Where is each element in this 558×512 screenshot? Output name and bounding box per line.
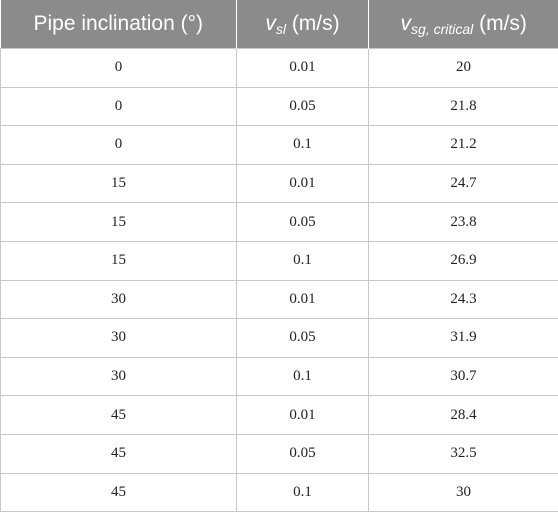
cell-vsl: 0.1 (237, 126, 369, 165)
cell-pipe-inclination: 30 (1, 319, 237, 358)
cell-vsl: 0.1 (237, 473, 369, 512)
header-vsg-var: v (401, 12, 412, 35)
cell-pipe-inclination: 0 (1, 126, 237, 165)
cell-vsl: 0.1 (237, 241, 369, 280)
cell-vsg-critical: 20 (369, 49, 558, 88)
cell-vsg-critical: 24.3 (369, 280, 558, 319)
cell-vsg-critical: 32.5 (369, 434, 558, 473)
header-vsl-unit: (m/s) (286, 12, 340, 35)
cell-vsl: 0.05 (237, 203, 369, 242)
header-row: Pipe inclination (°) vsl (m/s) vsg, crit… (1, 0, 558, 49)
cell-pipe-inclination: 15 (1, 164, 237, 203)
cell-pipe-inclination: 45 (1, 396, 237, 435)
header-vsg-unit: (m/s) (473, 12, 527, 35)
cell-vsg-critical: 24.7 (369, 164, 558, 203)
cell-vsl: 0.01 (237, 49, 369, 88)
cell-vsl: 0.01 (237, 280, 369, 319)
cell-vsl: 0.05 (237, 319, 369, 358)
header-vsg-critical: vsg, critical (m/s) (369, 0, 558, 49)
cell-vsl: 0.05 (237, 434, 369, 473)
cell-vsl: 0.01 (237, 396, 369, 435)
cell-vsg-critical: 23.8 (369, 203, 558, 242)
header-vsl-var: v (265, 12, 276, 35)
cell-vsg-critical: 21.8 (369, 87, 558, 126)
cell-vsg-critical: 30.7 (369, 357, 558, 396)
cell-pipe-inclination: 15 (1, 241, 237, 280)
header-pipe-inclination: Pipe inclination (°) (1, 0, 237, 49)
cell-vsg-critical: 21.2 (369, 126, 558, 165)
header-vsl: vsl (m/s) (237, 0, 369, 49)
cell-pipe-inclination: 30 (1, 280, 237, 319)
table-header: Pipe inclination (°) vsl (m/s) vsg, crit… (1, 0, 558, 49)
cell-vsg-critical: 30 (369, 473, 558, 512)
cell-pipe-inclination: 30 (1, 357, 237, 396)
cell-pipe-inclination: 45 (1, 473, 237, 512)
cell-pipe-inclination: 45 (1, 434, 237, 473)
cell-vsg-critical: 26.9 (369, 241, 558, 280)
cell-pipe-inclination: 0 (1, 49, 237, 88)
header-vsg-sub: sg, critical (411, 21, 473, 37)
cell-vsl: 0.05 (237, 87, 369, 126)
cell-vsl: 0.01 (237, 164, 369, 203)
cell-vsg-critical: 31.9 (369, 319, 558, 358)
cell-vsl: 0.1 (237, 357, 369, 396)
cell-pipe-inclination: 15 (1, 203, 237, 242)
cell-vsg-critical: 28.4 (369, 396, 558, 435)
header-vsl-sub: sl (276, 21, 286, 37)
cell-pipe-inclination: 0 (1, 87, 237, 126)
